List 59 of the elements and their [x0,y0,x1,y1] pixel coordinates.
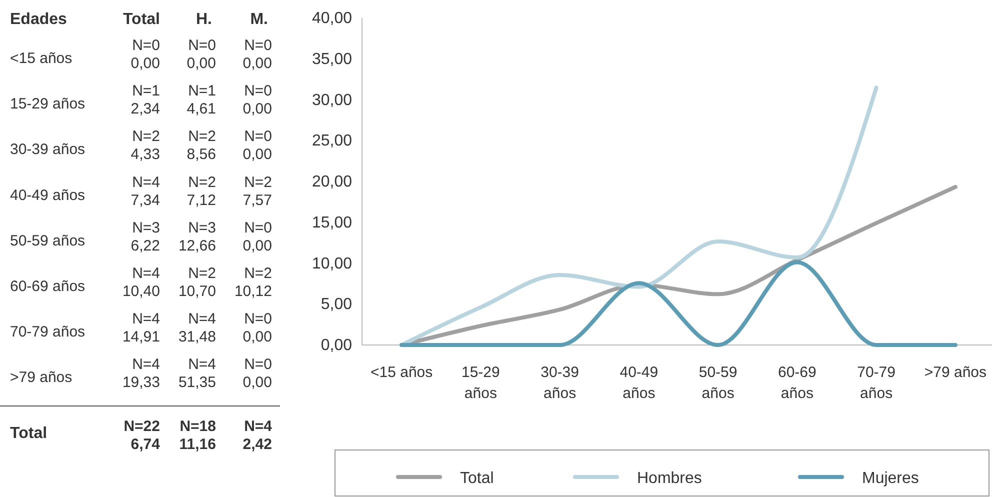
y-tick-label: 30,00 [312,92,352,109]
y-tick-label: 40,00 [312,10,352,27]
text: N=1 2,34 [130,82,160,118]
text: N=18 11,16 [179,418,216,453]
text: N=0 0,00 [186,37,216,72]
y-tick-label: 10,00 [312,255,352,272]
category-label: 15-29 años [10,96,86,113]
text: N=22 6,74 [124,418,161,453]
text: N=4 19,33 [122,356,160,392]
text: N=4 14,91 [122,310,160,346]
text: H. [196,11,212,28]
legend-label: Mujeres [862,470,919,487]
x-tick-label: 30-39 años [540,364,579,402]
legend-label: Hombres [637,470,702,487]
text: N=1 4,61 [186,82,216,118]
x-tick-label: 15-29 años [462,364,500,402]
x-tick-label: >79 años [924,364,987,381]
y-tick-label: 35,00 [312,50,352,68]
category-label: 50-59 años [10,232,86,250]
x-tick-label: 40-49 años [620,364,658,402]
text: Edades [10,11,68,28]
text: N=2 10,70 [178,265,216,300]
text: N=4 7,34 [130,174,160,209]
y-tick-label: 20,00 [312,174,352,190]
x-tick-label: <15 años [370,364,433,381]
text: N=3 12,66 [178,219,216,254]
text: N=4 2,42 [242,418,273,453]
text: N=0 0,00 [242,310,272,346]
text: N=2 10,12 [234,265,272,300]
text: N=4 51,35 [178,356,216,392]
category-label: 40-49 años [10,186,86,204]
text: M. [250,11,268,28]
y-tick-label: 5,00 [320,296,352,314]
text: N=2 4,33 [130,128,160,164]
text: Total [10,425,48,442]
text: N=0 0,00 [130,37,160,72]
x-tick-label: 50-59 años [698,364,738,402]
text: N=2 7,12 [186,174,216,209]
category-label: 60-69 años [10,278,86,295]
text: N=0 0,00 [242,37,272,72]
x-tick-label: 70-79 años [857,364,896,402]
y-tick-label: 25,00 [312,132,352,150]
text: Total [122,11,160,28]
legend-label: Total [460,470,494,487]
y-tick-label: 0,00 [320,337,352,354]
text: N=0 0,00 [242,356,272,392]
category-label: 30-39 años [10,141,86,158]
text: N=0 0,00 [242,82,272,118]
category-label: 70-79 años [10,324,86,341]
y-tick-label: 15,00 [312,214,352,232]
text: N=3 6,22 [130,219,160,254]
text: N=0 0,00 [242,219,272,254]
x-tick-label: 60-69 años [778,364,816,402]
text: N=4 31,48 [178,310,216,346]
text: N=2 8,56 [186,128,216,164]
text: N=4 10,40 [122,265,160,300]
text: N=2 7,57 [242,174,272,209]
text: N=0 0,00 [242,128,272,164]
category-label: <15 años [10,50,72,67]
